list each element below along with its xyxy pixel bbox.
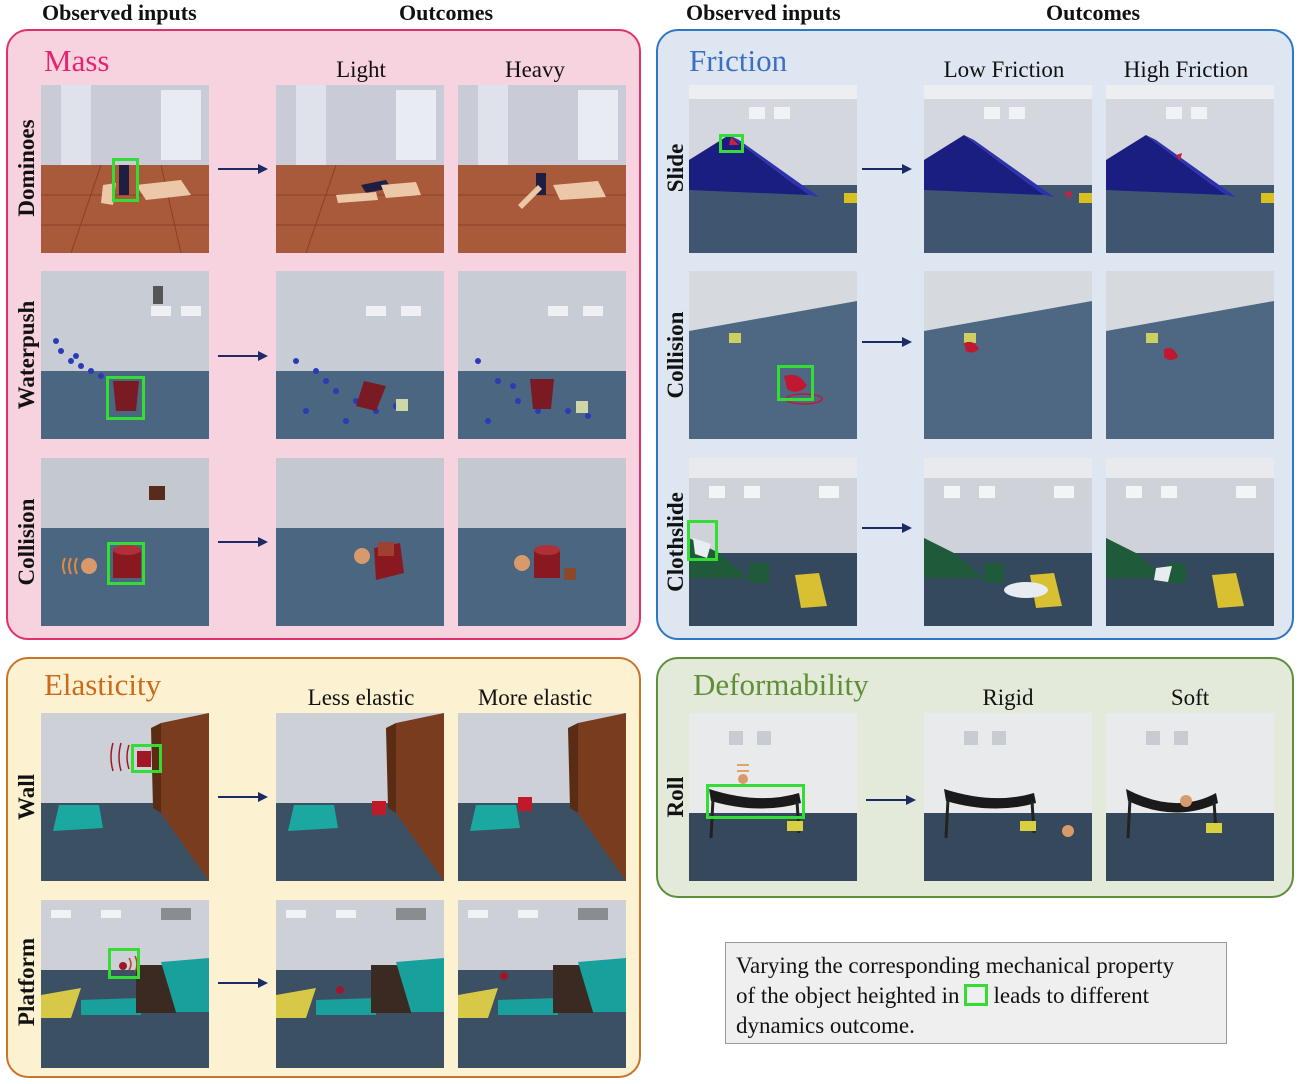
header-outcomes-left: Outcomes <box>399 0 494 25</box>
image-collision-friction-high <box>1106 271 1274 439</box>
arrow-icon <box>218 348 268 364</box>
row-label-waterpush: Waterpush <box>14 300 39 410</box>
image-wall-input <box>41 713 209 881</box>
image-waterpush-input <box>41 271 209 439</box>
caption-line-2a: of the object heighted in <box>736 983 960 1008</box>
image-slide-input <box>689 85 857 253</box>
image-collision-mass-input <box>41 458 209 626</box>
image-roll-input <box>689 713 857 881</box>
image-platform-less-elastic <box>276 900 444 1068</box>
highlight-box <box>106 376 145 420</box>
arrow-icon <box>218 534 268 550</box>
row-label-roll: Roll <box>663 776 688 818</box>
header-observed-inputs-right: Observed inputs <box>686 0 841 25</box>
row-label-slide: Slide <box>663 143 688 193</box>
col-label-soft: Soft <box>1170 685 1210 710</box>
row-label-collision-mass: Collision <box>14 498 39 586</box>
image-waterpush-light <box>276 271 444 439</box>
legend-caption: Varying the corresponding mechanical pro… <box>725 942 1227 1044</box>
col-label-light: Light <box>336 57 386 82</box>
image-dominoes-input <box>41 85 209 253</box>
col-label-high-friction: High Friction <box>1123 57 1249 82</box>
arrow-icon <box>862 334 912 350</box>
image-platform-input <box>41 900 209 1068</box>
image-platform-more-elastic <box>458 900 626 1068</box>
caption-line-2: of the object heighted in leads to differ… <box>736 981 1216 1011</box>
header-observed-inputs-left: Observed inputs <box>42 0 197 25</box>
caption-line-1: Varying the corresponding mechanical pro… <box>736 953 1175 978</box>
highlight-box <box>112 158 139 202</box>
arrow-icon <box>862 161 912 177</box>
highlight-swatch-icon <box>963 984 988 1006</box>
arrow-icon <box>866 792 916 808</box>
image-roll-soft <box>1106 713 1274 881</box>
arrow-icon <box>218 975 268 991</box>
image-collision-mass-light <box>276 458 444 626</box>
panel-title-elasticity: Elasticity <box>44 667 162 702</box>
col-label-more-elastic: More elastic <box>477 685 593 710</box>
image-clothslide-low <box>924 458 1092 626</box>
caption-line-2b: leads to different <box>993 983 1149 1008</box>
image-waterpush-heavy <box>458 271 626 439</box>
panel-title-friction: Friction <box>689 43 788 78</box>
row-label-clothslide: Clothslide <box>663 492 688 592</box>
header-outcomes-right: Outcomes <box>1046 0 1141 25</box>
arrow-icon <box>862 520 912 536</box>
col-label-low-friction: Low Friction <box>943 57 1065 82</box>
caption-line-3: dynamics outcome. <box>736 1013 915 1038</box>
arrow-icon <box>218 789 268 805</box>
image-collision-friction-input <box>689 271 857 439</box>
highlight-box <box>719 134 744 153</box>
image-wall-less-elastic <box>276 713 444 881</box>
arrow-icon <box>218 161 268 177</box>
image-collision-friction-low <box>924 271 1092 439</box>
image-wall-more-elastic <box>458 713 626 881</box>
image-slide-low-friction <box>924 85 1092 253</box>
highlight-box <box>706 784 805 819</box>
highlight-box <box>108 948 140 979</box>
panel-title-mass: Mass <box>44 43 110 78</box>
highlight-box <box>107 542 145 585</box>
col-label-less-elastic: Less elastic <box>307 685 415 710</box>
col-label-rigid: Rigid <box>982 685 1034 710</box>
image-slide-high-friction <box>1106 85 1274 253</box>
row-label-collision-friction: Collision <box>663 311 688 399</box>
panel-title-deformability: Deformability <box>693 667 869 702</box>
image-clothslide-high <box>1106 458 1274 626</box>
highlight-box <box>131 744 162 773</box>
highlight-box <box>777 365 814 401</box>
image-collision-mass-heavy <box>458 458 626 626</box>
col-label-heavy: Heavy <box>504 57 566 82</box>
row-label-wall: Wall <box>14 773 39 821</box>
image-roll-rigid <box>924 713 1092 881</box>
row-label-platform: Platform <box>14 937 39 1027</box>
row-label-dominoes: Dominoes <box>14 119 39 217</box>
highlight-box <box>687 520 718 561</box>
image-dominoes-heavy <box>458 85 626 253</box>
image-dominoes-light <box>276 85 444 253</box>
